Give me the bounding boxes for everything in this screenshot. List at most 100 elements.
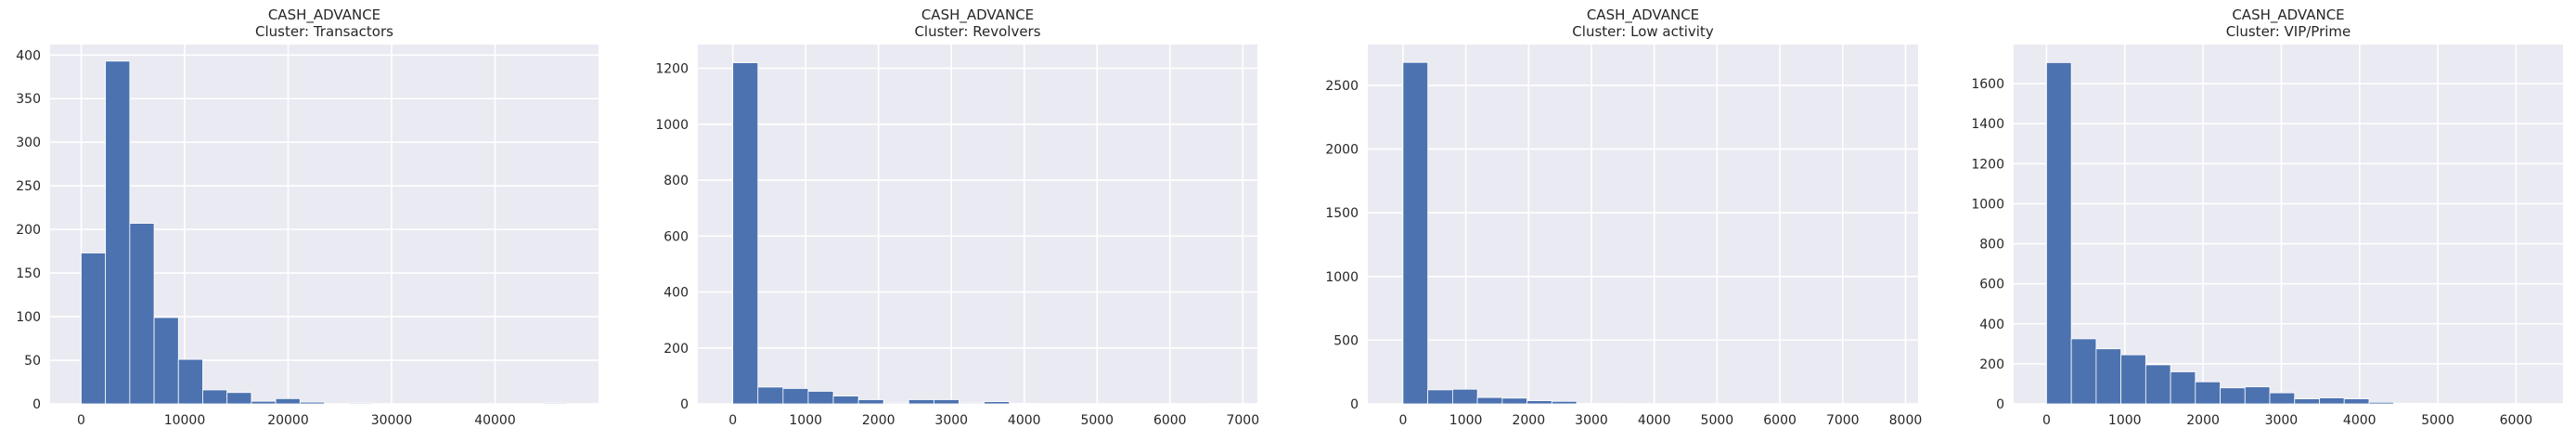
histogram-bar — [782, 388, 809, 405]
histogram-bar — [2145, 364, 2171, 405]
histogram-bar — [1501, 397, 1528, 405]
histogram-bar — [1009, 402, 1036, 405]
chart-title: CASH_ADVANCE — [921, 6, 1034, 24]
y-tick-label: 2500 — [1325, 79, 1359, 94]
y-tick-label: 350 — [16, 92, 41, 107]
y-tick-label: 800 — [1979, 238, 2004, 253]
histogram-bar — [1451, 388, 1478, 405]
histogram-bar — [177, 358, 203, 405]
x-tick-label: 0 — [77, 413, 85, 428]
x-tick-label: 0 — [1398, 413, 1407, 428]
x-tick-label: 3000 — [2265, 413, 2299, 428]
y-tick-label: 400 — [16, 48, 41, 63]
y-tick-label: 600 — [663, 229, 689, 244]
y-tick-label: 1000 — [655, 118, 689, 133]
histogram-bar — [1551, 400, 1578, 405]
y-tick-label: 0 — [1350, 397, 1359, 412]
x-tick-label: 0 — [2042, 413, 2051, 428]
y-tick-label: 1600 — [1971, 77, 2004, 92]
y-tick-label: 50 — [24, 354, 41, 369]
histogram-bar — [2070, 338, 2097, 405]
histogram-bar — [348, 402, 374, 405]
x-tick-label: 20000 — [267, 413, 309, 428]
x-tick-label: 8000 — [1889, 413, 1923, 428]
y-tick-label: 200 — [663, 342, 689, 357]
histogram-bar — [2244, 386, 2271, 405]
histogram-panel-1: 0 10000 20000 30000 40000 0 50 100 150 200 250 300 3… — [16, 6, 599, 428]
chart-subtitle: Cluster: Revolvers — [914, 23, 1040, 40]
plot-area — [698, 45, 1257, 404]
x-tick-label: 1000 — [789, 413, 822, 428]
x-tick-label: 2000 — [1512, 413, 1545, 428]
histogram-bar — [933, 399, 960, 405]
histogram-bar — [2195, 381, 2221, 405]
histogram-bar — [275, 397, 301, 405]
x-tick-label: 7000 — [1226, 413, 1259, 428]
histogram-panel-2: 0 1000 2000 3000 4000 5000 6000 7000 0 200 400 600 8… — [655, 6, 1259, 428]
x-tick-label: 5000 — [1701, 413, 1734, 428]
histogram-bar — [832, 396, 859, 405]
x-tick-label: 4000 — [2343, 413, 2376, 428]
x-tick-label: 30000 — [371, 413, 413, 428]
chart-subtitle: Cluster: Transactors — [255, 23, 393, 40]
histogram-bar — [2269, 392, 2296, 405]
x-tick-label: 40000 — [474, 413, 516, 428]
histogram-bar — [2319, 397, 2345, 405]
histogram-bar — [2393, 402, 2419, 405]
histogram-bar — [959, 402, 985, 405]
y-tick-label: 1400 — [1971, 117, 2004, 132]
x-tick-label: 1000 — [2108, 413, 2142, 428]
histogram-bar — [757, 386, 784, 405]
histogram-panel-4: 0 1000 2000 3000 4000 5000 6000 0 200 400 600 800 10… — [1971, 6, 2563, 428]
x-tick-label: 6000 — [1153, 413, 1187, 428]
histogram-bar — [807, 391, 834, 405]
histogram-panel-3: 0 1000 2000 3000 4000 5000 6000 7000 8000 0 500 100… — [1325, 6, 1922, 428]
y-tick-label: 500 — [1333, 333, 1359, 348]
y-tick-label: 1000 — [1325, 270, 1359, 285]
histogram-bar — [81, 253, 107, 405]
y-tick-label: 800 — [663, 174, 689, 188]
histogram-bar — [2220, 387, 2246, 405]
chart-title: CASH_ADVANCE — [1587, 6, 1699, 24]
histogram-bar — [299, 401, 325, 405]
histogram-bar — [2170, 371, 2196, 405]
x-tick-label: 2000 — [2186, 413, 2220, 428]
histogram-bar — [908, 399, 934, 405]
y-tick-label: 400 — [663, 286, 689, 301]
y-tick-label: 0 — [1996, 397, 2004, 412]
histogram-bar — [542, 402, 568, 405]
x-tick-label: 3000 — [1575, 413, 1608, 428]
y-tick-label: 200 — [1979, 357, 2004, 372]
chart-title: CASH_ADVANCE — [268, 6, 380, 24]
histogram-bar — [2120, 354, 2146, 405]
histogram-bar — [202, 389, 228, 405]
histogram-bar — [882, 402, 909, 405]
histogram-bar — [129, 223, 155, 405]
y-tick-label: 1000 — [1971, 197, 2004, 212]
y-tick-label: 100 — [16, 310, 41, 325]
histogram-bar — [2046, 62, 2072, 405]
x-tick-label: 2000 — [862, 413, 895, 428]
y-tick-label: 150 — [16, 266, 41, 281]
x-tick-label: 4000 — [1008, 413, 1041, 428]
chart-subtitle: Cluster: Low activity — [1572, 23, 1714, 40]
x-tick-label: 10000 — [164, 413, 206, 428]
y-tick-label: 2000 — [1325, 143, 1359, 158]
x-tick-label: 4000 — [1638, 413, 1671, 428]
histogram-bar — [153, 317, 179, 405]
y-tick-label: 1500 — [1325, 206, 1359, 221]
histogram-bar — [732, 62, 759, 405]
y-tick-label: 600 — [1979, 278, 2004, 292]
histogram-bar — [2294, 398, 2320, 405]
y-tick-label: 200 — [16, 223, 41, 238]
histogram-bar — [984, 401, 1011, 405]
x-tick-label: 5000 — [2421, 413, 2454, 428]
y-tick-label: 0 — [32, 397, 41, 412]
x-tick-label: 3000 — [934, 413, 968, 428]
histogram-bar — [2368, 401, 2395, 405]
histogram-bar — [2343, 398, 2370, 405]
x-tick-label: 1000 — [1449, 413, 1483, 428]
histogram-bar — [1526, 400, 1552, 405]
x-tick-label: 7000 — [1826, 413, 1860, 428]
